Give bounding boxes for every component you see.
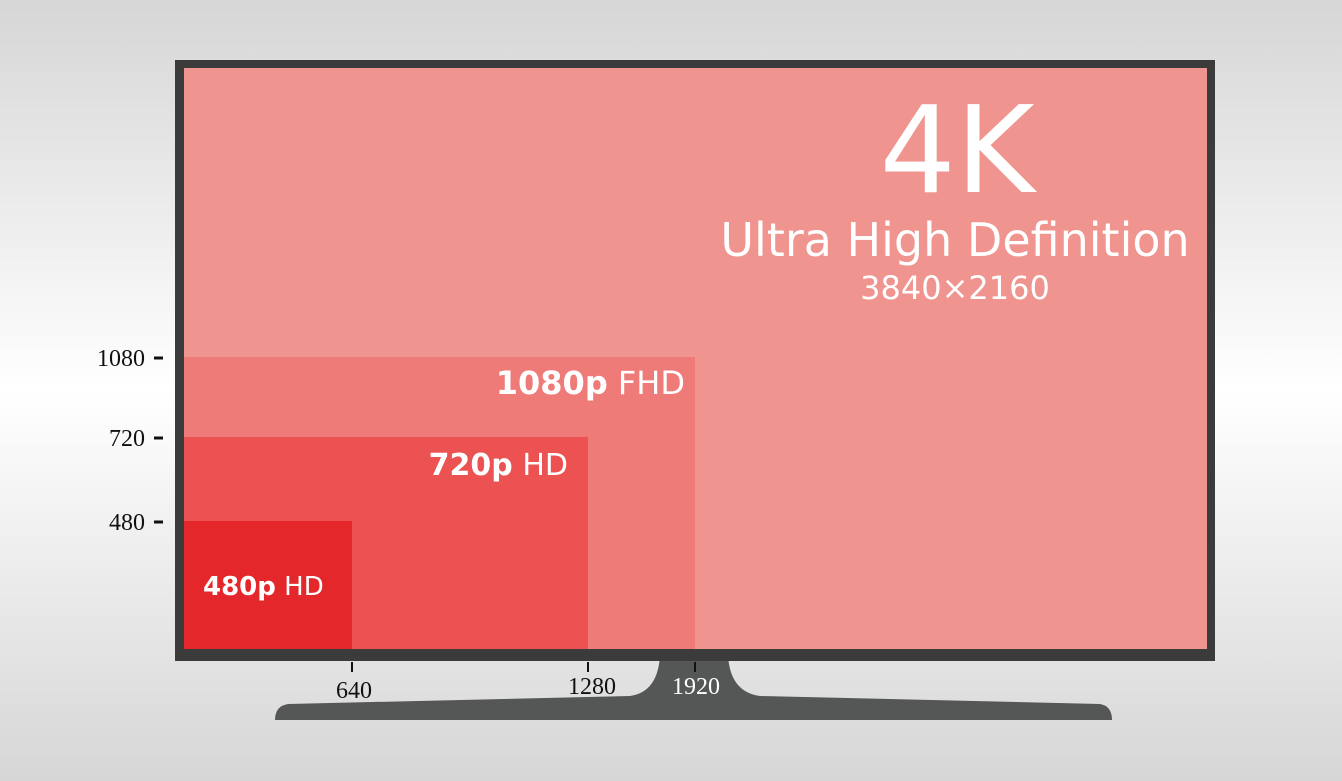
tier-label: 720p HD: [429, 448, 568, 483]
tier-480: [184, 521, 352, 649]
vertical-label: 1080: [97, 346, 145, 372]
tier-name: 720p: [429, 448, 513, 483]
horizontal-label: 640: [336, 678, 372, 704]
horizontal-ticks: [351, 662, 696, 672]
tier-suffix: FHD: [618, 364, 685, 402]
vertical-ticks: [154, 356, 163, 524]
tier-suffix: HD: [284, 572, 324, 602]
vertical-label: 480: [109, 510, 145, 536]
tier-label: 480p HD: [203, 572, 324, 602]
subtitle: Ultra High Definition: [720, 213, 1189, 267]
tier-label: 1080p FHD: [496, 364, 685, 402]
tv-stand: [275, 655, 1112, 720]
horizontal-label: 1920: [672, 674, 720, 700]
vertical-label: 720: [109, 426, 145, 452]
resolution: 3840×2160: [860, 269, 1050, 307]
title-4k: 4K: [879, 82, 1037, 221]
horizontal-label: 1280: [568, 674, 616, 700]
tier-name: 1080p: [496, 364, 608, 402]
tier-name: 480p: [203, 572, 276, 602]
tier-suffix: HD: [522, 448, 568, 483]
